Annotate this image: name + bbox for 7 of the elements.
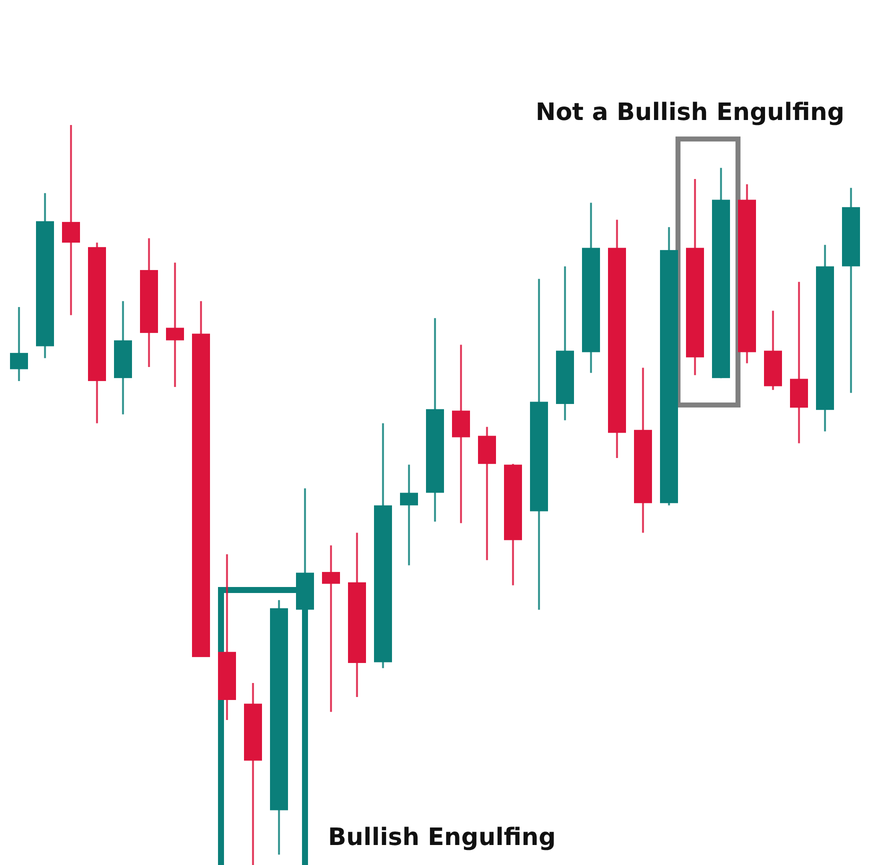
- candlestick: [166, 262, 184, 388]
- candlestick: [400, 464, 418, 566]
- annotation: Not a Bullish Engulfing: [536, 98, 844, 126]
- candlestick: [62, 124, 80, 316]
- annotation: Bullish Engulfing: [328, 823, 556, 851]
- candlestick: [322, 544, 340, 713]
- candlestick: [10, 306, 28, 382]
